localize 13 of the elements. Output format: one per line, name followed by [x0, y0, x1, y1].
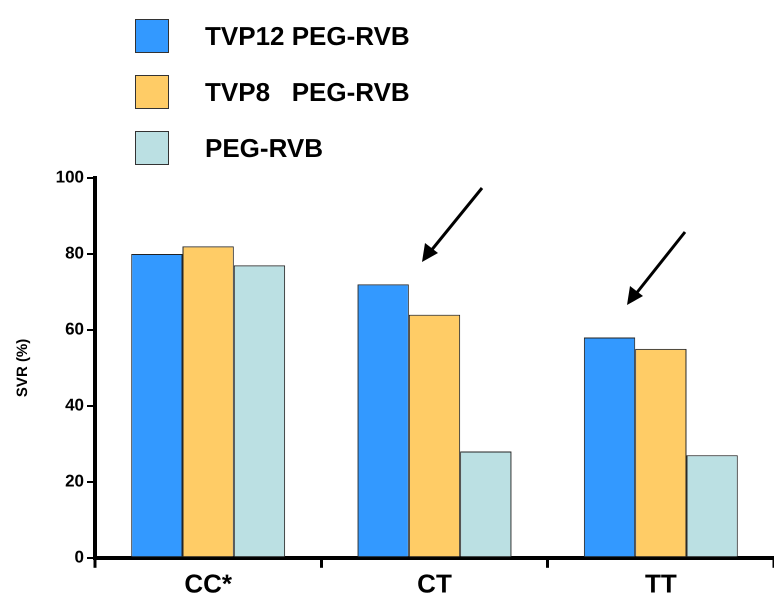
y-axis-title: SVR (%): [14, 338, 32, 398]
legend-label: TVP12 PEG-RVB: [205, 20, 410, 52]
y-tick-label: 80: [65, 244, 84, 263]
y-tick-label: 100: [56, 168, 84, 187]
x-tick-label: TT: [644, 568, 677, 599]
legend-label: PEG-RVB: [205, 132, 323, 164]
x-tick-label: CC*: [184, 568, 233, 599]
y-tick-label: 40: [65, 396, 84, 415]
y-tick-label: 0: [74, 547, 84, 566]
y-tick-label: 60: [65, 320, 84, 339]
legend-label: TVP8 PEG-RVB: [205, 76, 410, 108]
x-tick-label: CT: [417, 568, 452, 599]
y-tick-label: 20: [65, 472, 84, 491]
